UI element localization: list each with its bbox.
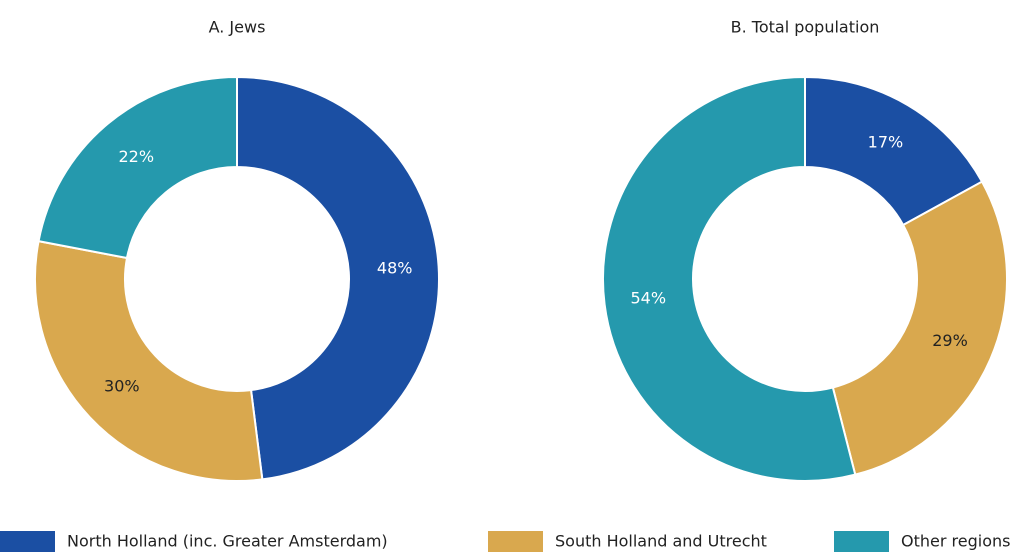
slice-label: 30% xyxy=(104,377,140,396)
legend-swatch xyxy=(0,531,55,552)
slice-label: 22% xyxy=(119,147,155,166)
legend-swatch xyxy=(834,531,889,552)
donut-slice xyxy=(804,75,984,227)
legend-label: South Holland and Utrecht xyxy=(555,532,767,551)
chart-title: A. Jews xyxy=(209,18,266,37)
slice-label: 29% xyxy=(932,331,968,350)
donut-slice xyxy=(37,75,238,260)
donut-slice xyxy=(34,239,264,482)
chart-title: B. Total population xyxy=(731,18,880,37)
slice-label: 17% xyxy=(868,133,904,152)
donut-slice xyxy=(602,75,857,482)
donut-slice xyxy=(831,180,1008,476)
legend-label: Other regions xyxy=(901,532,1010,551)
donut-slice xyxy=(236,75,440,481)
legend-swatch xyxy=(488,531,543,552)
legend-label: North Holland (inc. Greater Amsterdam) xyxy=(67,532,388,551)
slice-label: 54% xyxy=(630,288,666,307)
slice-label: 48% xyxy=(377,259,413,278)
